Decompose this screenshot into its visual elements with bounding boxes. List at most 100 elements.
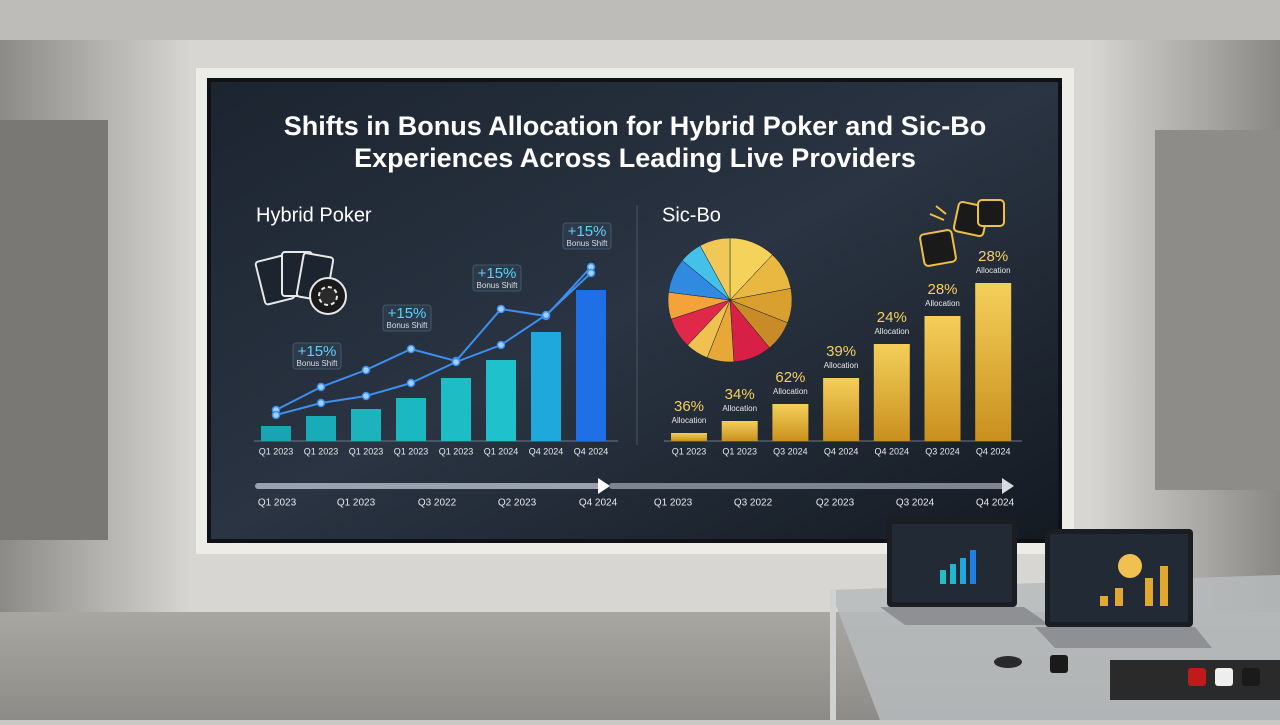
bar (261, 426, 291, 441)
x-tick-label: Q1 2023 (722, 446, 757, 456)
marks: Q1 2023 Q1 2023 Q1 2023 Q1 2023 Q1 2023 Q1 20… (258, 222, 1015, 509)
annotation-note: Bonus Shift (567, 239, 609, 248)
timeline-arrow (1002, 478, 1014, 494)
pie-slice (699, 237, 731, 301)
x-tick-label: Q1 2023 (259, 446, 294, 456)
annotation: +15% (568, 223, 607, 240)
annotation-note: Bonus Shift (297, 359, 339, 368)
bar (396, 398, 426, 441)
line (275, 266, 592, 411)
ceiling (0, 0, 1280, 40)
x-tick-label: Q4 2024 (529, 446, 564, 456)
annotation-box (292, 342, 342, 370)
bar (486, 360, 516, 441)
annotation-box (562, 222, 612, 250)
annotation-note: Allocation (976, 266, 1011, 275)
annotation: 24% (877, 309, 907, 326)
point (541, 310, 551, 320)
annotation: +15% (478, 265, 517, 282)
annotation: 39% (826, 343, 856, 360)
timeline-label: Q4 2024 (976, 498, 1015, 509)
annotation: 28% (978, 248, 1008, 265)
chip (994, 656, 1022, 668)
bar (873, 344, 910, 441)
point (496, 340, 506, 350)
bar (975, 283, 1012, 441)
x-tick-label: Q4 2024 (824, 446, 859, 456)
x-tick-label: Q4 2024 (976, 446, 1011, 456)
bar (576, 290, 606, 441)
table-leg (830, 590, 836, 720)
timeline-label: Q3 2024 (896, 498, 935, 509)
title-line: Shifts in Bonus Allocation for Hybrid Po… (284, 111, 987, 141)
annotation: 62% (775, 369, 805, 386)
laptop (880, 519, 1050, 625)
annotation-note: Allocation (722, 404, 757, 413)
bar (531, 332, 561, 441)
annotation: +15% (388, 305, 427, 322)
x-tick-label: Q3 2024 (773, 446, 808, 456)
timeline-label: Q1 2023 (337, 498, 376, 509)
point (361, 391, 371, 401)
timeline-arrow (598, 478, 610, 494)
chart-title: Sic-Bo (662, 204, 721, 226)
x-tick-label: Q4 2024 (574, 446, 609, 456)
bar (351, 409, 381, 441)
point (271, 410, 281, 420)
x-tick-label: Q1 2023 (672, 446, 707, 456)
side-panel (0, 120, 108, 540)
dice-icon (919, 199, 1005, 267)
annotation-note: Bonus Shift (477, 281, 519, 290)
side-panel (1155, 130, 1280, 490)
x-tick-label: Q1 2023 (394, 446, 429, 456)
annotation: 34% (725, 386, 755, 403)
point (406, 378, 416, 388)
annotation: +15% (298, 343, 337, 360)
die (1050, 655, 1068, 673)
timeline-label: Q4 2024 (579, 498, 618, 509)
bar (721, 421, 758, 441)
point (406, 344, 416, 354)
die (1215, 668, 1233, 686)
cards-icon (254, 251, 347, 315)
timeline-label: Q1 2023 (258, 498, 297, 509)
annotation-note: Allocation (874, 327, 909, 336)
bar (924, 316, 961, 441)
bar (772, 404, 809, 441)
screen (211, 82, 1058, 539)
point (361, 365, 371, 375)
x-tick-label: Q4 2024 (875, 446, 910, 456)
x-tick-label: Q1 2023 (439, 446, 474, 456)
annotation: 36% (674, 398, 704, 415)
timeline-label: Q3 2022 (734, 498, 773, 509)
bar (823, 378, 860, 441)
bar (671, 433, 707, 441)
annotation-note: Allocation (672, 416, 707, 425)
timeline-label: Q3 2022 (418, 498, 457, 509)
point (316, 398, 326, 408)
annotation-note: Allocation (773, 387, 808, 396)
annotation-note: Bonus Shift (387, 321, 429, 330)
line (275, 272, 592, 416)
timeline-label: Q1 2023 (654, 498, 693, 509)
point (451, 357, 461, 367)
die (1188, 668, 1206, 686)
annotation-note: Allocation (824, 361, 859, 370)
chart-title: Hybrid Poker (256, 204, 372, 226)
x-tick-label: Q1 2024 (484, 446, 519, 456)
x-tick-label: Q1 2023 (349, 446, 384, 456)
annotation-note: Allocation (925, 299, 960, 308)
annotation: 28% (927, 281, 957, 298)
die (1242, 668, 1260, 686)
title-line: Experiences Across Leading Live Provider… (354, 143, 916, 173)
point (496, 304, 506, 314)
laptop (1035, 529, 1212, 648)
bar (306, 416, 336, 441)
x-tick-label: Q1 2023 (304, 446, 339, 456)
timeline-label: Q2 2023 (816, 498, 855, 509)
x-tick-label: Q3 2024 (925, 446, 960, 456)
annotation-box (382, 304, 432, 332)
point (316, 382, 326, 392)
